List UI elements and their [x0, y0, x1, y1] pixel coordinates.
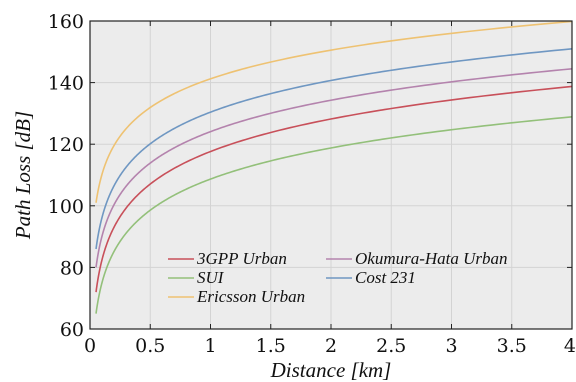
- x-tick-label: 2.5: [376, 335, 406, 357]
- y-tick-label: 120: [48, 134, 84, 156]
- axis-ticks: [89, 20, 573, 330]
- y-axis-title: Path Loss [dB]: [11, 111, 35, 240]
- y-tick-label: 100: [48, 196, 84, 218]
- x-tick-label: 3.5: [497, 335, 527, 357]
- y-tick-label: 60: [60, 319, 84, 341]
- x-tick-label: 2: [325, 335, 337, 357]
- x-tick-label: 0.5: [135, 335, 165, 357]
- legend-label: SUI: [197, 268, 225, 287]
- y-tick-labels: 60 80 100 120 140 160: [48, 11, 84, 341]
- x-tick-labels: 0 0.5 1 1.5 2 2.5 3 3.5 4: [84, 335, 576, 357]
- legend-label: Ericsson Urban: [196, 287, 305, 306]
- series-line-2: [95, 116, 573, 314]
- x-tick-label: 3: [445, 335, 457, 357]
- series-line-0: [95, 85, 573, 293]
- x-axis-title: Distance [km]: [270, 358, 392, 382]
- x-tick-label: 1: [204, 335, 216, 357]
- x-tick-label: 4: [564, 335, 576, 357]
- y-tick-label: 80: [60, 257, 84, 279]
- series-line-4: [95, 20, 573, 203]
- y-tick-label: 140: [48, 73, 84, 95]
- series-lines: [95, 20, 573, 314]
- legend: 3GPP Urban Okumura-Hata Urban SUI Cost 231 E…: [168, 249, 508, 306]
- x-tick-label: 0: [84, 335, 96, 357]
- legend-label: Okumura-Hata Urban: [355, 249, 508, 268]
- legend-label: Cost 231: [355, 268, 416, 287]
- legend-label: 3GPP Urban: [196, 249, 287, 268]
- series-line-1: [95, 68, 573, 268]
- x-tick-label: 1.5: [256, 335, 286, 357]
- series-line-3: [95, 48, 573, 250]
- grid-lines: [90, 21, 572, 329]
- y-tick-label: 160: [48, 11, 84, 33]
